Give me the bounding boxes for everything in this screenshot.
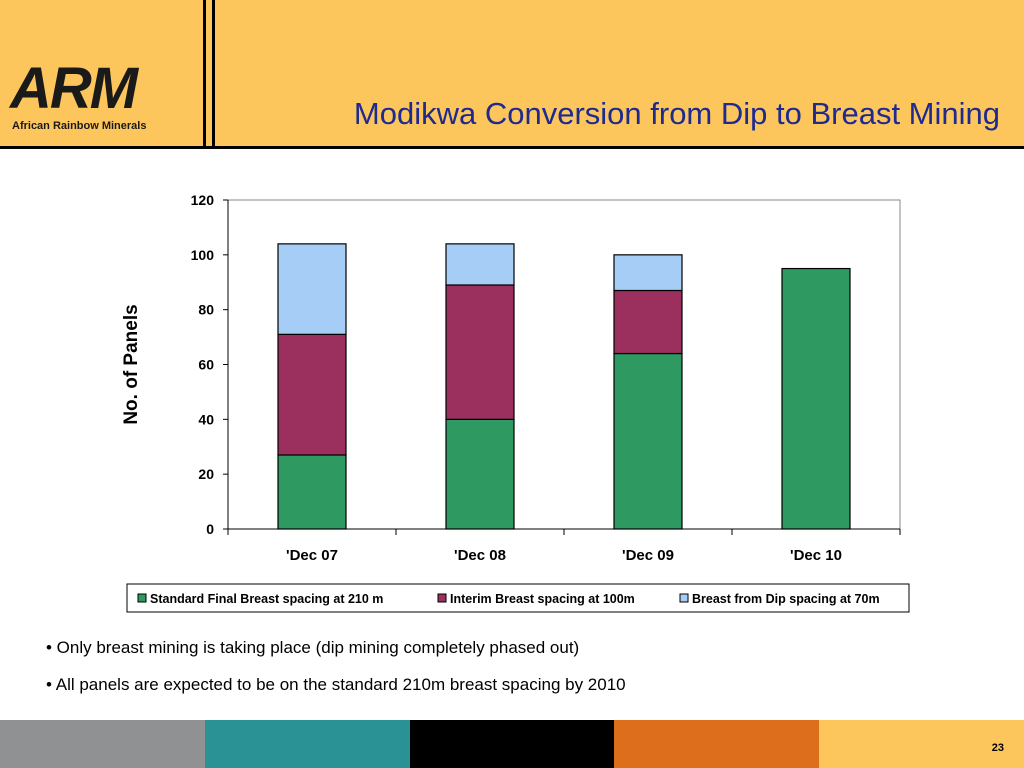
- slide-title: Modikwa Conversion from Dip to Breast Mi…: [353, 96, 1000, 131]
- footer-segment-3: [409, 720, 616, 768]
- bar-segment-1-4: [781, 267, 851, 530]
- legend-label-2: Interim Breast spacing at 100m: [450, 592, 635, 606]
- legend-label-1: Standard Final Breast spacing at 210 m: [150, 592, 383, 606]
- y-axis-label: No. of Panels: [121, 304, 142, 424]
- legend-swatch-1: [137, 593, 147, 603]
- y-tick-label: 20: [198, 466, 214, 482]
- logo-panel: ARM African Rainbow Minerals: [0, 0, 205, 148]
- bar-segment-3-2: [445, 243, 515, 286]
- legend-label-3: Breast from Dip spacing at 70m: [692, 592, 880, 606]
- bar-segment-3-1: [277, 243, 347, 335]
- header-divider-right: [212, 0, 215, 148]
- bullet-2: • All panels are expected to be on the s…: [46, 675, 626, 694]
- bullet-1: • Only breast mining is taking place (di…: [46, 638, 580, 657]
- y-tick-label: 100: [191, 247, 215, 263]
- y-tick-label: 0: [206, 521, 214, 537]
- bar-segment-2-3: [613, 289, 683, 355]
- arm-logo: ARM: [10, 56, 138, 121]
- legend-swatch-3: [679, 593, 689, 603]
- x-tick-label: 'Dec 09: [622, 547, 674, 564]
- header-rule: [0, 146, 1024, 149]
- footer-band: [0, 720, 1024, 768]
- y-tick-label: 80: [198, 302, 214, 318]
- bar-segment-3-3: [613, 254, 683, 292]
- stacked-bar-chart: 0 20 40 60 80 100 120 No. of Panels 'Dec 07 'Dec …: [121, 192, 910, 613]
- legend-swatch-2: [437, 593, 447, 603]
- logo-subtext: African Rainbow Minerals: [12, 120, 147, 132]
- header-divider-left: [203, 0, 206, 148]
- y-tick-label: 40: [198, 411, 214, 427]
- footer-segment-5: [819, 720, 1024, 768]
- footer-segment-1: [0, 720, 206, 768]
- x-tick-label: 'Dec 07: [286, 547, 338, 564]
- footer-segment-2: [204, 720, 411, 768]
- x-tick-label: 'Dec 10: [790, 547, 842, 564]
- footer-segment-4: [614, 720, 821, 768]
- x-tick-label: 'Dec 08: [454, 547, 506, 564]
- y-tick-label: 120: [191, 192, 215, 208]
- bar-segment-1-1: [277, 454, 347, 530]
- bar-segment-2-2: [445, 284, 515, 420]
- bar-segment-1-2: [445, 418, 515, 530]
- bar-segment-2-1: [277, 333, 347, 456]
- bar-segment-1-3: [613, 352, 683, 530]
- legend-box: [126, 583, 910, 613]
- y-tick-label: 60: [198, 357, 214, 373]
- page-number: 23: [991, 742, 1004, 754]
